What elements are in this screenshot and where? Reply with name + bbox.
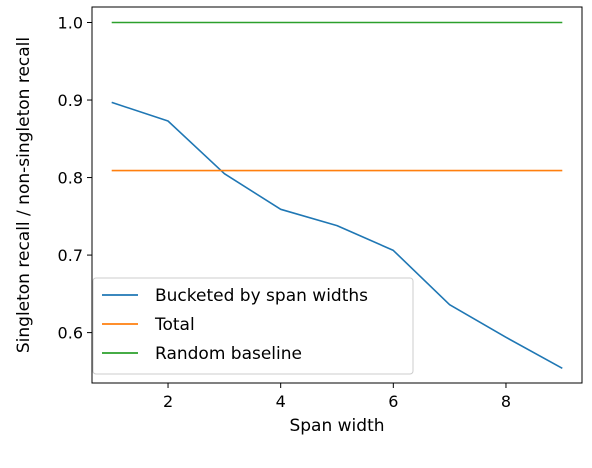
y-tick-label: 1.0 [58, 14, 83, 33]
x-ticks: 2 4 6 8 [163, 383, 511, 411]
x-axis-label: Span width [289, 416, 384, 436]
legend-box [92, 277, 414, 375]
plot-frame [91, 6, 583, 384]
y-tick-label: 0.7 [58, 246, 83, 265]
y-tick-label: 0.8 [58, 169, 83, 188]
legend-items: Bucketed by span widths Total Random basel… [102, 286, 368, 364]
y-tick-label: 0.9 [58, 91, 83, 110]
x-tick-label: 8 [501, 392, 511, 411]
x-tick-label: 2 [163, 392, 173, 411]
legend: Bucketed by span widths Total Random basel… [92, 277, 414, 375]
legend-label-0: Bucketed by span widths [155, 286, 368, 306]
legend-label-2: Random baseline [155, 344, 302, 364]
x-tick-label: 4 [276, 392, 286, 411]
y-tick-label: 0.6 [58, 324, 83, 343]
series-layer [111, 21, 563, 370]
y-ticks: 0.6 0.7 0.8 0.9 1.0 [58, 14, 92, 343]
x-tick-label: 6 [388, 392, 398, 411]
legend-label-1: Total [154, 315, 195, 335]
y-axis-label: Singleton recall / non-singleton recall [14, 37, 34, 353]
series-line-0 [111, 101, 563, 370]
